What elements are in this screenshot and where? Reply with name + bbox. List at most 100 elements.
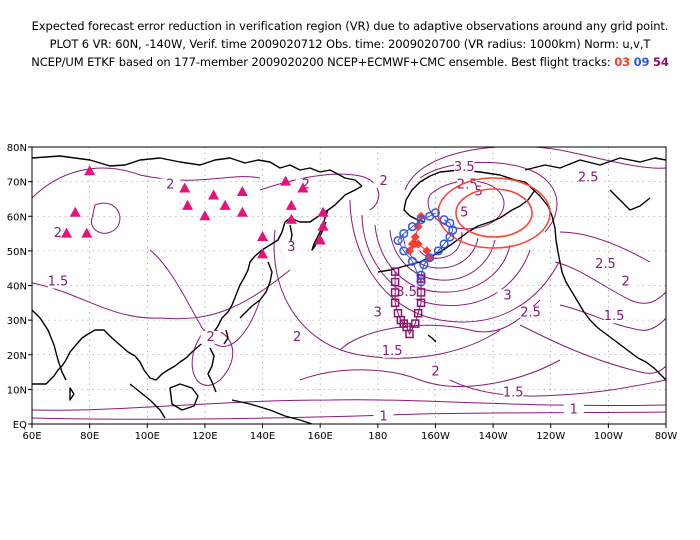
coastline-east-asia [32, 185, 363, 385]
contour-label: 1.5 [503, 385, 524, 400]
contour-label: 2 [207, 330, 215, 345]
contour-label-bg [563, 403, 584, 417]
observation-site-marker [280, 175, 292, 186]
coastline-sumatra [129, 383, 166, 419]
contour-line [191, 329, 234, 386]
contour-line [519, 324, 666, 374]
observation-site-marker [69, 206, 81, 217]
contour-line [32, 411, 666, 420]
contour-label-bg [454, 161, 475, 175]
track-54-point [411, 319, 420, 328]
map-frame [31, 146, 667, 425]
contour-label: 3.5 [396, 285, 417, 300]
contour-label-bg [425, 365, 446, 379]
contour-line [559, 304, 666, 331]
contour-label-bg [615, 275, 636, 289]
lat-tick-label: 10N [7, 385, 27, 396]
contour-label: 3.5 [454, 160, 475, 175]
contour-label-bg [373, 410, 394, 424]
observation-site-marker [285, 213, 297, 224]
contour-label: 1.5 [382, 344, 403, 359]
lat-tick-label: 20N [7, 351, 27, 362]
track-54-point [413, 308, 423, 318]
contour-line [339, 299, 541, 351]
coastline-canada-arctic [524, 157, 666, 171]
coastline-alaska [431, 169, 536, 257]
lon-tick-label: 140E [250, 431, 275, 442]
contour-label-bg [160, 178, 181, 192]
graticule [32, 147, 666, 424]
lon-tick-label: 120E [192, 431, 217, 442]
map-title: Expected forecast error reduction in ver… [31, 19, 669, 33]
latitude-axis: EQ 10N 20N 30N 40N 50N 60N 70N 80N [7, 143, 32, 431]
lat-tick-label: 30N [7, 316, 27, 327]
track-54-label: 54 [652, 55, 669, 69]
contour-line [449, 379, 666, 397]
contour-label-bg [281, 240, 302, 254]
lat-tick-label: 50N [7, 247, 27, 258]
ensemble-caption: NCEP/UM ETKF based on 177-member 2009020… [0, 55, 700, 69]
contour-line [91, 202, 121, 234]
lat-tick-label: EQ [13, 420, 27, 431]
contour-label: 2 [431, 365, 439, 380]
coastline-sri-lanka [69, 387, 75, 401]
track-09-point [393, 235, 403, 246]
contour-label-bg [454, 206, 475, 220]
contour-label: 1 [570, 403, 578, 418]
contour-label-bg [595, 258, 616, 272]
contour-line [349, 199, 561, 323]
contour-line [32, 399, 666, 411]
track-03-point [422, 246, 432, 256]
lon-tick-label: 80E [80, 431, 99, 442]
coastline-aleutians [377, 255, 433, 273]
track-09-point [399, 229, 409, 239]
contour-label-bg [520, 306, 541, 320]
contour-label-bg [497, 289, 518, 303]
lat-tick-label: 80N [7, 143, 27, 154]
contour-label: 2 [379, 174, 387, 189]
track-09-point [399, 246, 409, 256]
observation-site-marker [61, 227, 73, 238]
observation-site-marker [81, 227, 93, 238]
observation-site-marker [317, 220, 329, 231]
ensemble-caption-text: NCEP/UM ETKF based on 177-member 2009020… [31, 55, 615, 69]
lon-tick-label: 80W [655, 431, 678, 442]
contour-line [32, 167, 261, 199]
observation-site-marker [257, 231, 269, 242]
track-03-point [410, 232, 420, 242]
track-03-point [413, 239, 423, 249]
coastline-japan [239, 261, 273, 319]
observation-site-marker [219, 199, 231, 210]
track-54-point [416, 288, 426, 297]
verification-circle-outer [437, 177, 551, 249]
track-09-point [433, 246, 443, 256]
observation-site-marker [182, 199, 194, 210]
lon-tick-label: 140W [479, 431, 508, 442]
coastlines [32, 155, 666, 424]
track-54-point [390, 267, 400, 276]
observation-site-marker [257, 248, 269, 259]
contour-line [559, 231, 651, 263]
coastline-taiwan [223, 329, 229, 345]
contour-label-bg [578, 171, 599, 185]
observation-site-marker [84, 165, 96, 176]
track-54-point [405, 329, 414, 339]
contour-label: 2 [302, 178, 310, 193]
observation-site-marker [314, 234, 326, 245]
coastline-north-america [524, 181, 666, 381]
track-54-point [390, 277, 400, 287]
contour-line [259, 173, 380, 211]
contour-label: 5 [475, 184, 483, 199]
verification-circle-inner [455, 188, 533, 238]
track-54-line [394, 271, 422, 336]
observation-site-marker [179, 182, 191, 193]
observation-site-marker [199, 210, 211, 221]
contour-label: 1.5 [48, 275, 69, 290]
lat-tick-label: 60N [7, 212, 27, 223]
contour-label: 5 [460, 205, 468, 220]
contour-label-bg [382, 344, 403, 358]
contour-label-bg [367, 306, 388, 320]
contour-label: 3 [503, 288, 511, 303]
observation-site-marker [236, 206, 248, 217]
